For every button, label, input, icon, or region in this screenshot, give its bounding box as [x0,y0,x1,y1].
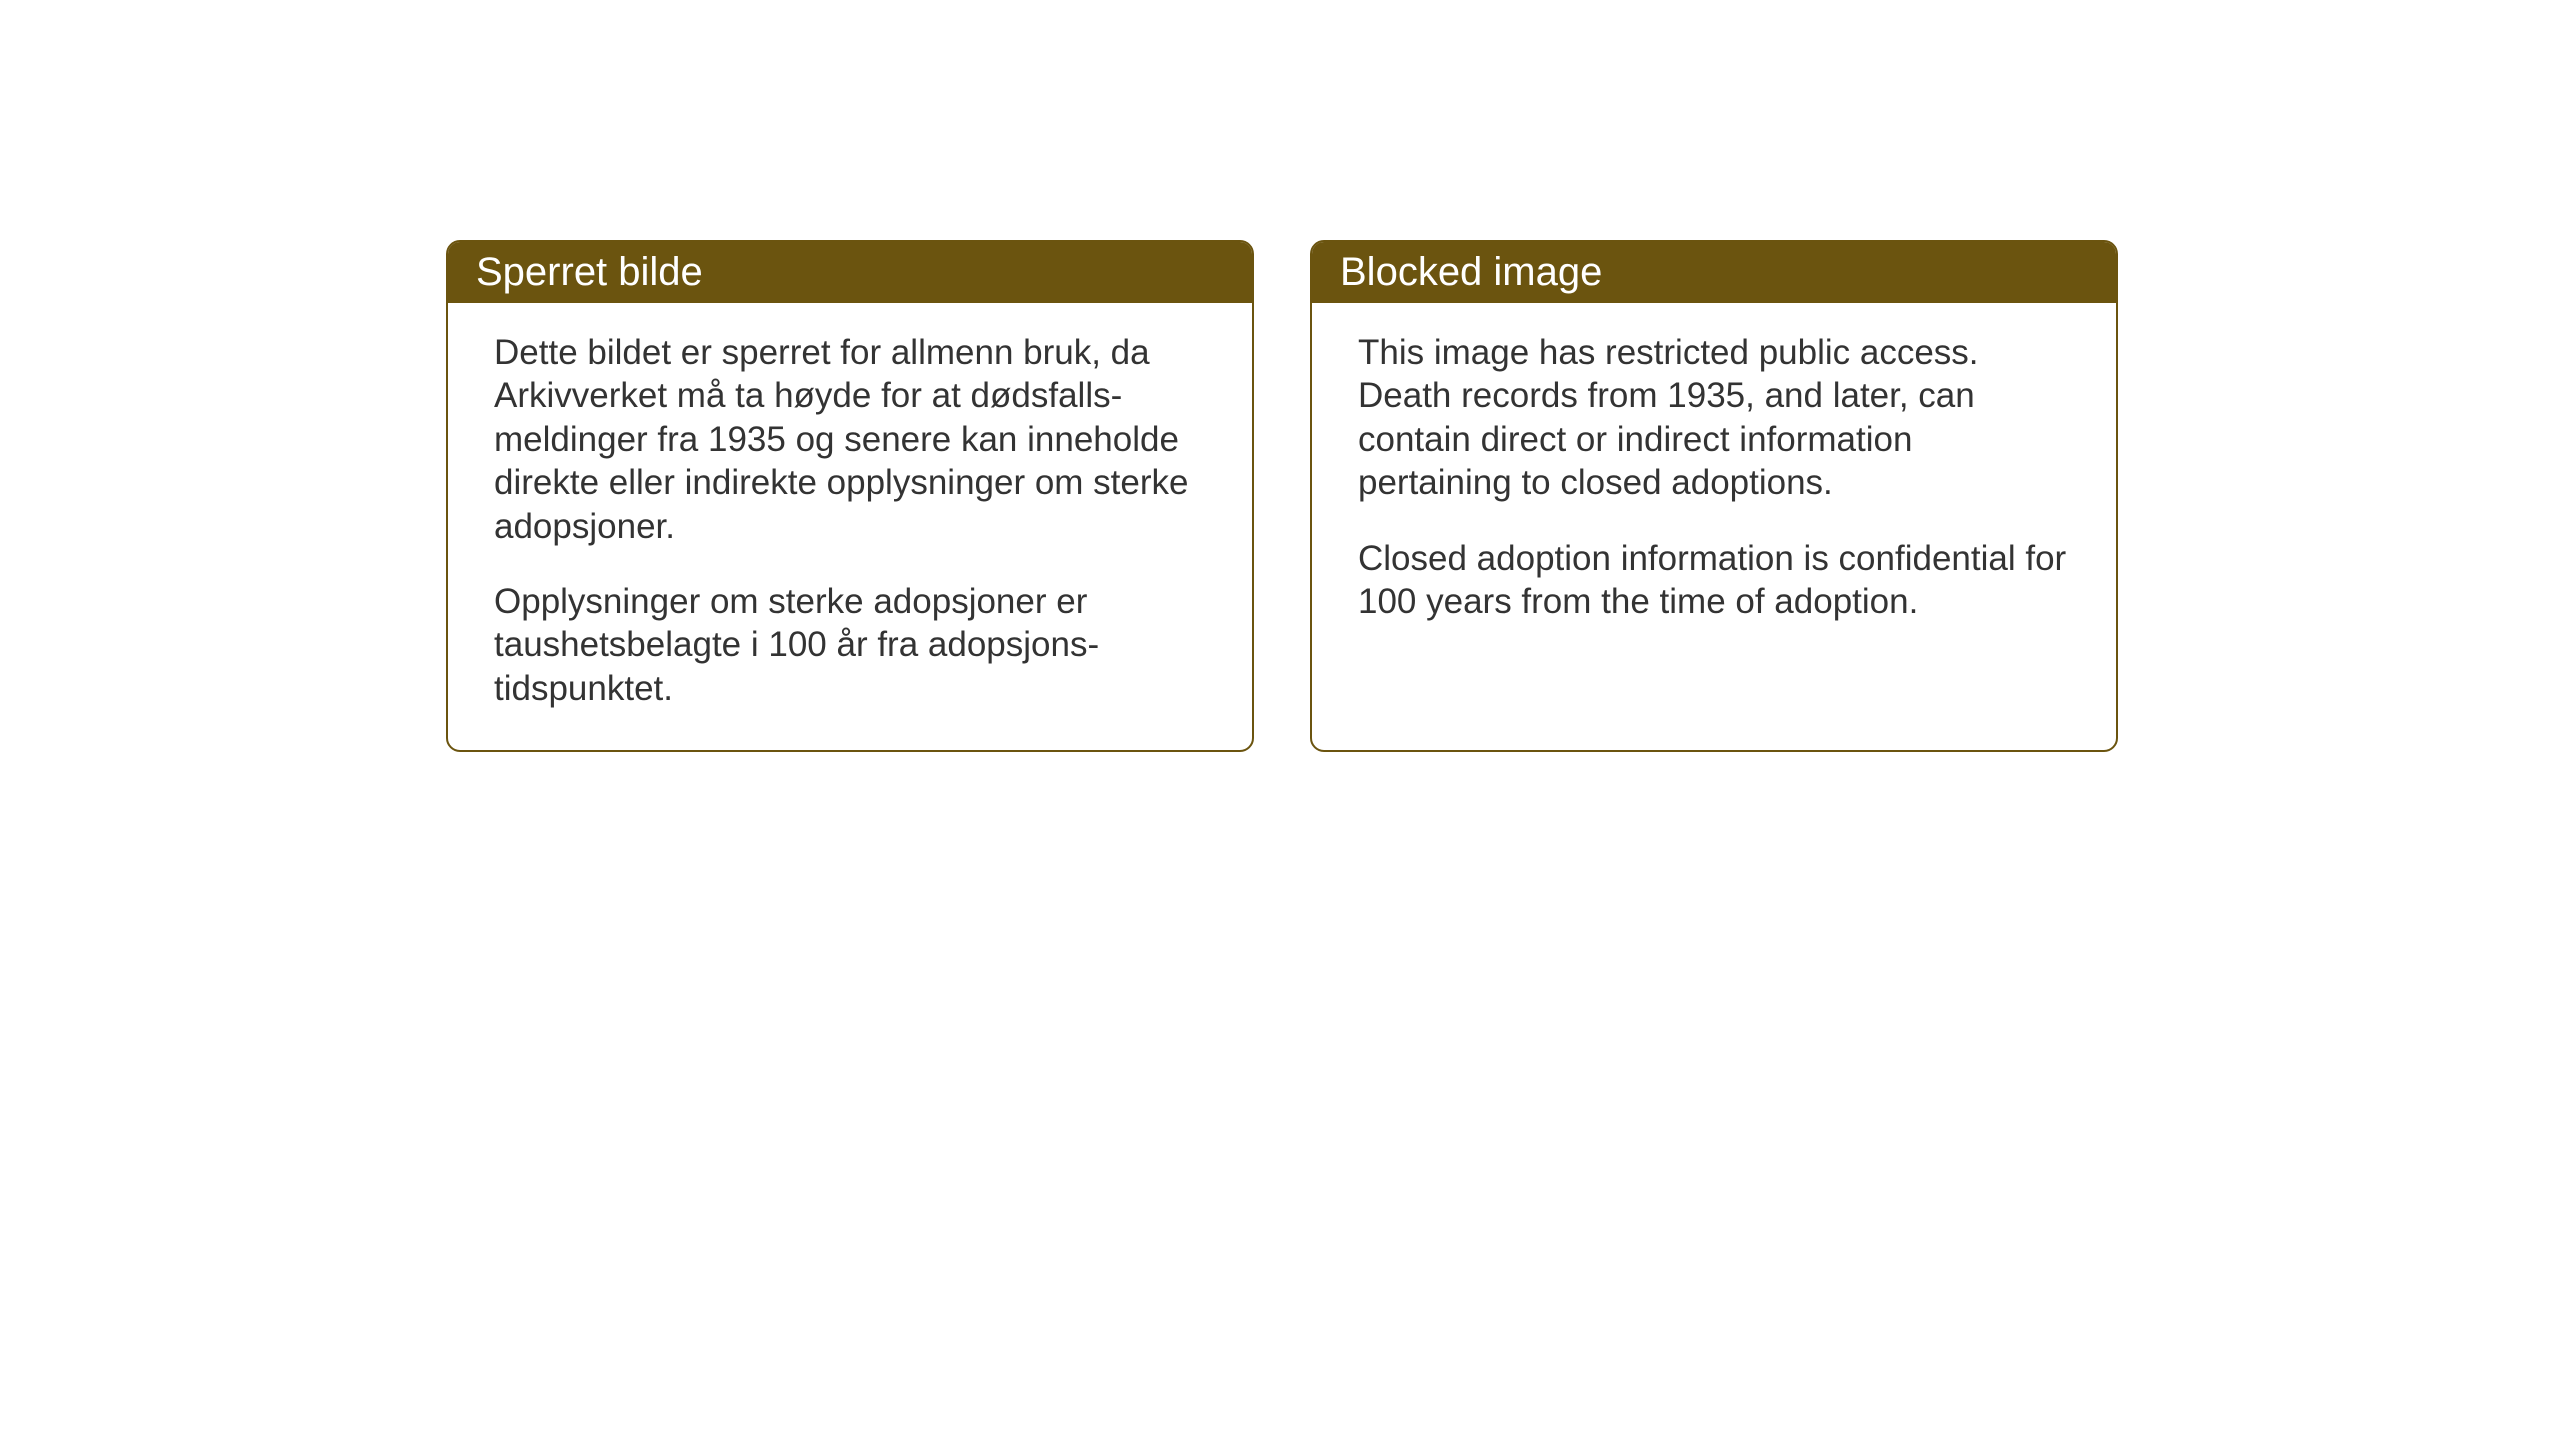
english-notice-card: Blocked image This image has restricted … [1310,240,2118,752]
norwegian-paragraph-1: Dette bildet er sperret for allmenn bruk… [494,331,1206,548]
notice-cards-container: Sperret bilde Dette bildet er sperret fo… [446,240,2118,752]
english-paragraph-2: Closed adoption information is confident… [1358,537,2070,624]
english-paragraph-1: This image has restricted public access.… [1358,331,2070,505]
norwegian-card-body: Dette bildet er sperret for allmenn bruk… [448,303,1252,750]
english-card-body: This image has restricted public access.… [1312,303,2116,743]
norwegian-card-title: Sperret bilde [448,242,1252,303]
norwegian-paragraph-2: Opplysninger om sterke adopsjoner er tau… [494,580,1206,710]
norwegian-notice-card: Sperret bilde Dette bildet er sperret fo… [446,240,1254,752]
english-card-title: Blocked image [1312,242,2116,303]
